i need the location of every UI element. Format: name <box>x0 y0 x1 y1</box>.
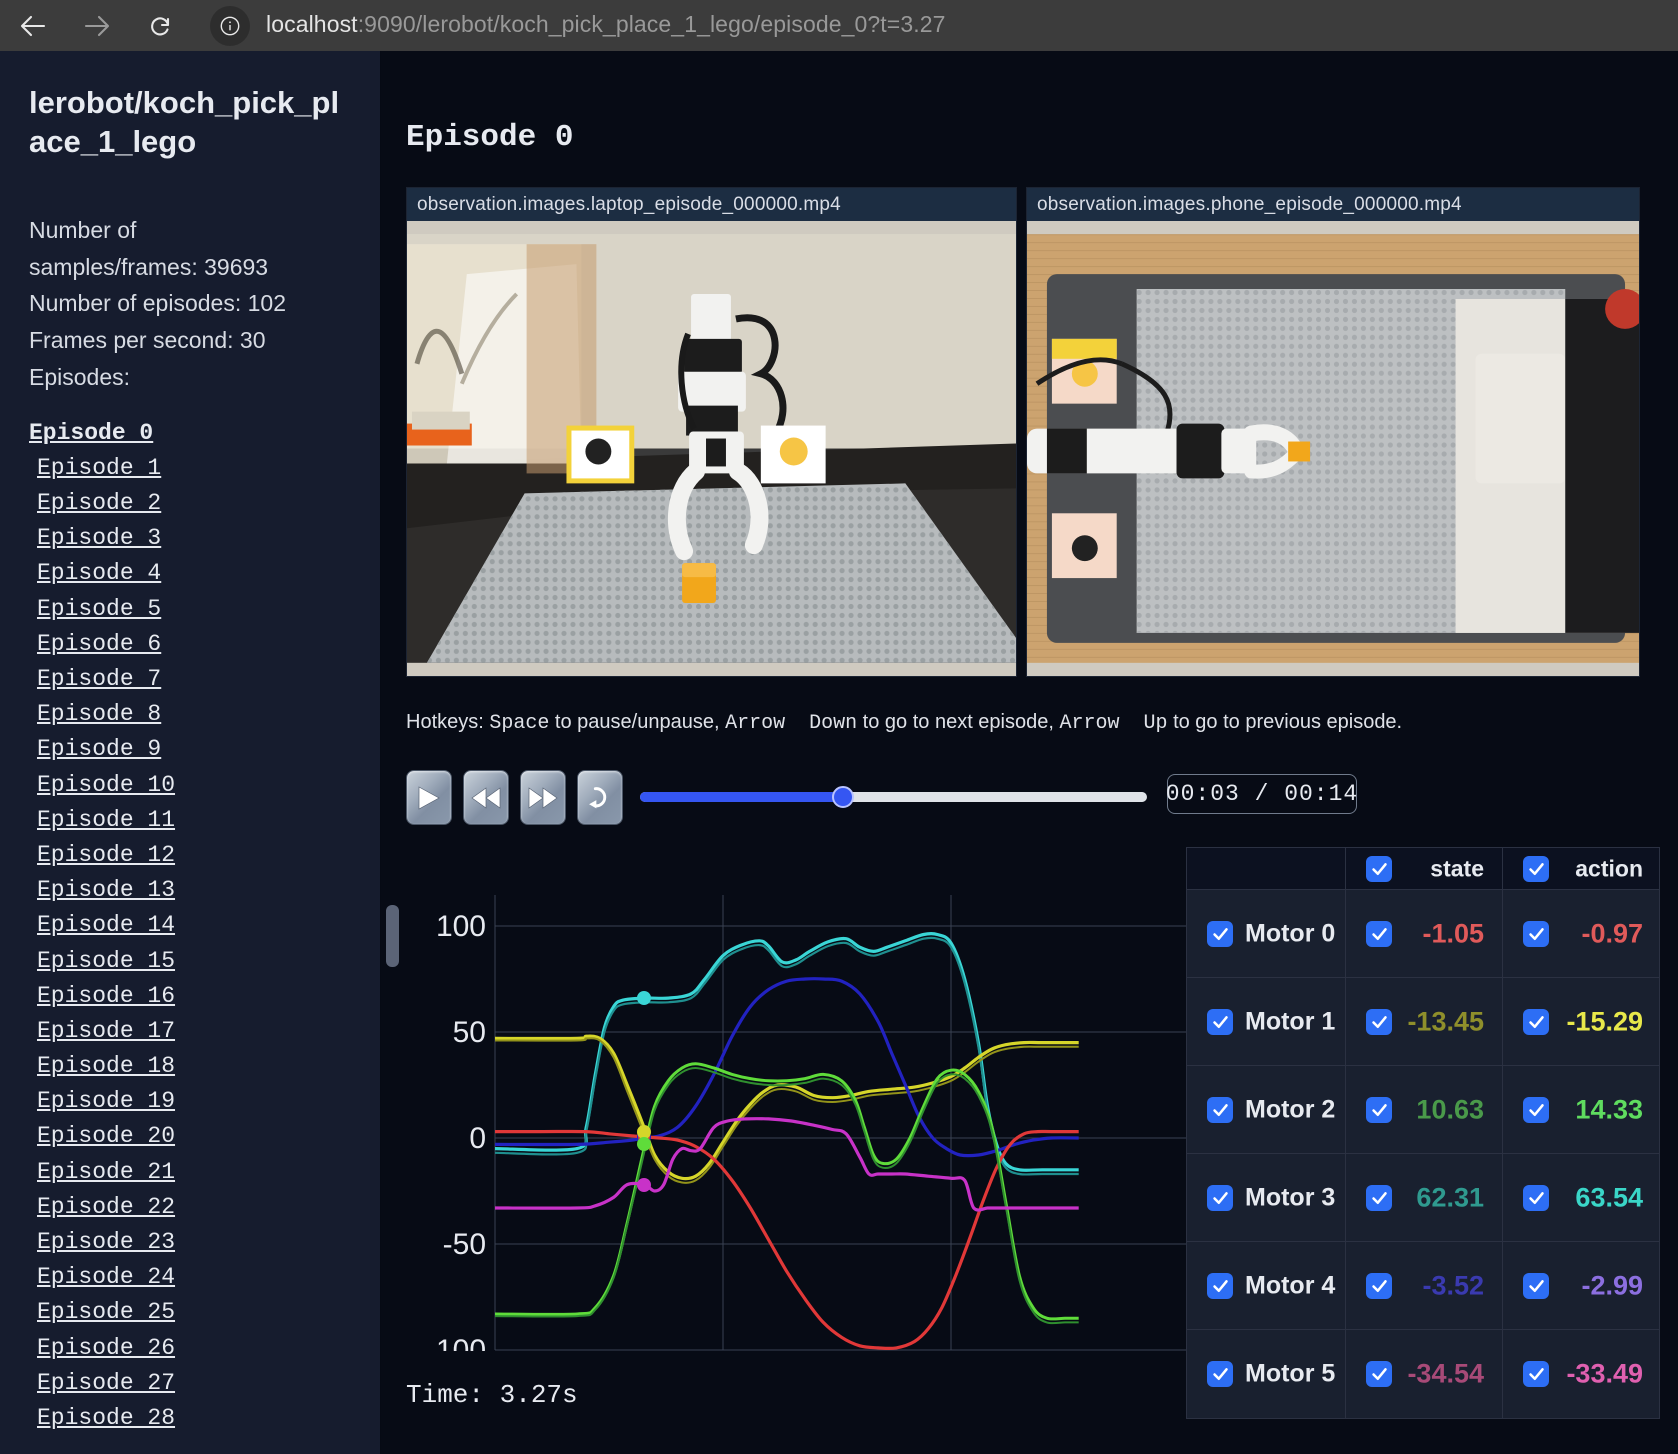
svg-text:-50: -50 <box>443 1228 486 1261</box>
svg-text:100: 100 <box>436 910 486 943</box>
svg-text:-100: -100 <box>426 1334 486 1351</box>
svg-text:50: 50 <box>453 1016 486 1049</box>
svg-text:0: 0 <box>469 1122 486 1155</box>
